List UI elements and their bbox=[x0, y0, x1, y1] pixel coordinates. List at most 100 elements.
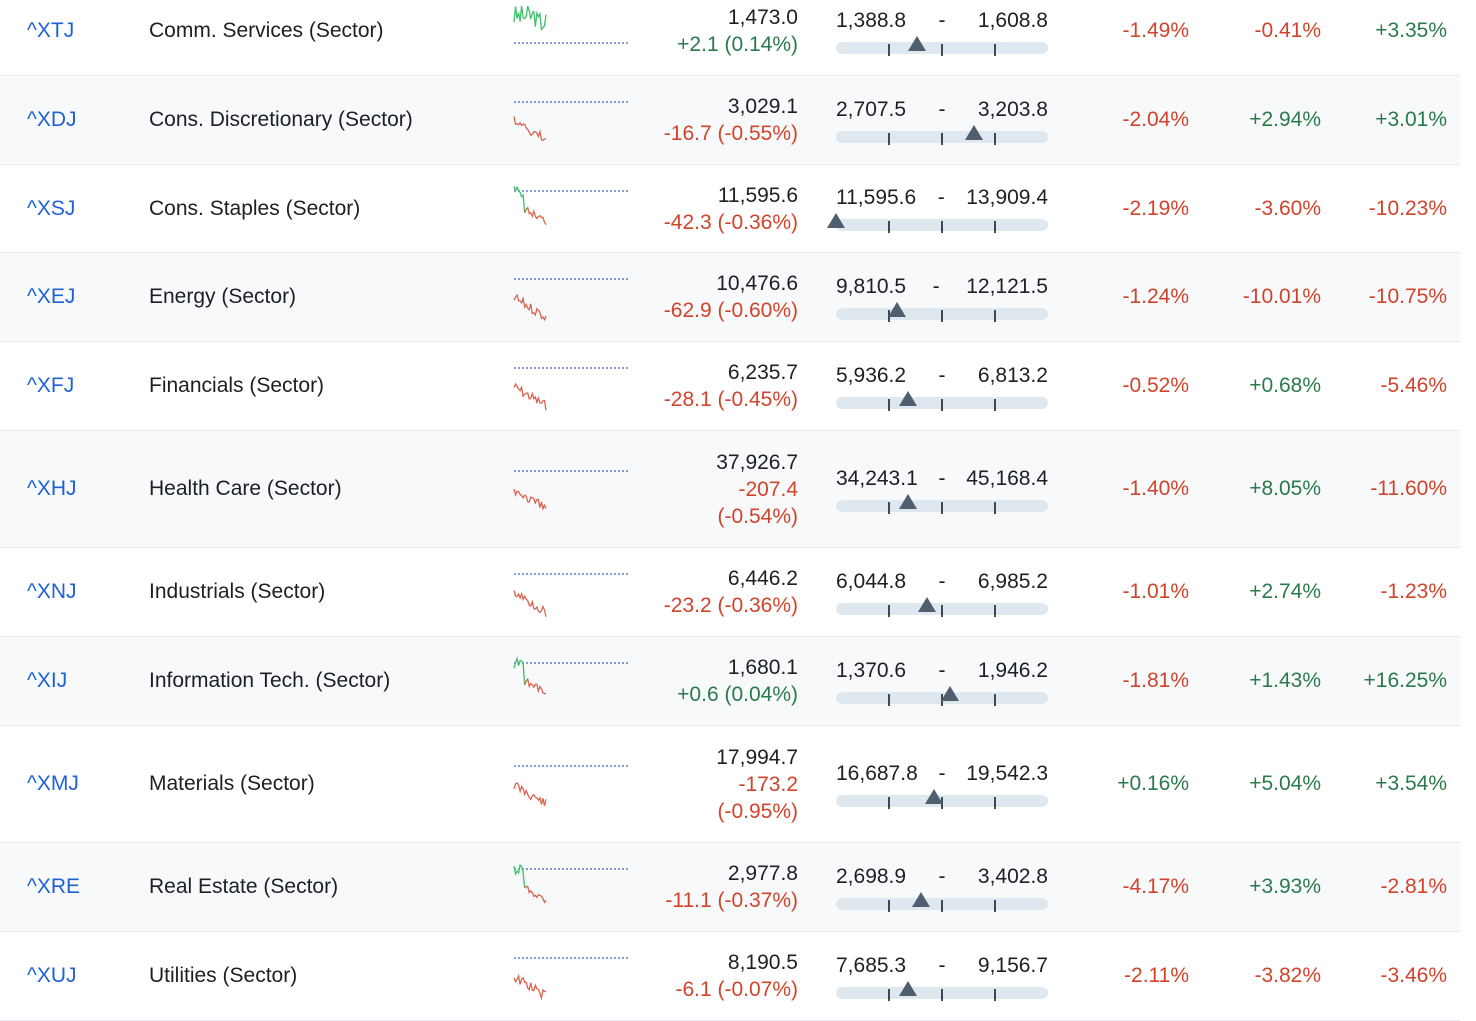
range-low: 7,685.3 bbox=[836, 953, 907, 977]
price-cell: 11,595.6 -42.3 (-0.36%) bbox=[630, 165, 798, 252]
range-separator: - bbox=[937, 186, 945, 209]
change-pct-3: -1.23% bbox=[1380, 580, 1447, 603]
sparkline-svg bbox=[513, 765, 630, 806]
range-marker-icon bbox=[941, 685, 960, 701]
table-row[interactable]: ^XRE Real Estate (Sector) 2,977.8 -11.1 … bbox=[0, 843, 1460, 932]
price-change: -16.7 (-0.55%) bbox=[663, 122, 798, 145]
range-marker-icon bbox=[899, 980, 918, 996]
range-low: 16,687.8 bbox=[836, 761, 918, 785]
range-high: 1,946.2 bbox=[977, 658, 1048, 682]
change-pct-2: +0.68% bbox=[1249, 374, 1321, 397]
change-pct-3: -5.46% bbox=[1380, 374, 1447, 397]
range-bar bbox=[836, 596, 1048, 617]
symbol-link[interactable]: ^XUJ bbox=[27, 964, 77, 987]
day-range: 9,810.5 - 12,121.5 bbox=[836, 253, 1048, 341]
range-bar bbox=[836, 35, 1048, 56]
range-tick bbox=[941, 604, 943, 617]
sparkline-series bbox=[513, 488, 547, 511]
range-high: 13,909.4 bbox=[966, 186, 1048, 209]
symbol-link[interactable]: ^XRE bbox=[27, 875, 81, 898]
sparkline-chart bbox=[512, 843, 632, 931]
change-pct-1: -1.81% bbox=[1122, 669, 1189, 692]
range-high: 6,985.2 bbox=[977, 569, 1048, 593]
symbol-link[interactable]: ^XSJ bbox=[27, 196, 76, 220]
table-row[interactable]: ^XMJ Materials (Sector) 17,994.7 -173.2 … bbox=[0, 726, 1460, 843]
sparkline-chart bbox=[512, 76, 632, 164]
range-tick bbox=[888, 796, 890, 809]
range-bar bbox=[836, 788, 1048, 809]
range-tick bbox=[888, 988, 890, 1001]
sparkline-svg bbox=[513, 470, 630, 511]
range-tick bbox=[888, 43, 890, 56]
sparkline-chart bbox=[512, 253, 632, 341]
price-change: -173.2 (-0.95%) bbox=[717, 772, 798, 823]
sparkline-chart bbox=[512, 0, 632, 75]
price-change: -11.1 (-0.37%) bbox=[665, 889, 798, 912]
symbol-link[interactable]: ^XIJ bbox=[27, 669, 68, 692]
day-range: 2,698.9 - 3,402.8 bbox=[836, 843, 1048, 931]
last-price: 1,680.1 bbox=[727, 656, 798, 679]
range-low: 6,044.8 bbox=[836, 569, 907, 593]
range-tick bbox=[941, 221, 943, 233]
price-change: -62.9 (-0.60%) bbox=[663, 299, 798, 322]
range-high: 3,402.8 bbox=[977, 864, 1048, 888]
table-row[interactable]: ^XFJ Financials (Sector) 6,235.7 -28.1 (… bbox=[0, 342, 1460, 431]
symbol-link[interactable]: ^XNJ bbox=[27, 580, 77, 603]
change-pct-2: +5.04% bbox=[1249, 772, 1321, 795]
range-tick bbox=[941, 501, 943, 514]
range-bar bbox=[836, 390, 1048, 411]
sector-name: Energy (Sector) bbox=[149, 285, 297, 308]
sparkline-chart bbox=[512, 165, 632, 252]
range-separator: - bbox=[938, 363, 946, 387]
symbol-link[interactable]: ^XFJ bbox=[27, 374, 75, 397]
table-row[interactable]: ^XEJ Energy (Sector) 10,476.6 -62.9 (-0.… bbox=[0, 253, 1460, 342]
change-pct-3: -10.23% bbox=[1368, 196, 1447, 220]
last-price: 1,473.0 bbox=[727, 6, 798, 29]
table-row[interactable]: ^XUJ Utilities (Sector) 8,190.5 -6.1 (-0… bbox=[0, 932, 1460, 1021]
table-row[interactable]: ^XHJ Health Care (Sector) 37,926.7 -207.… bbox=[0, 431, 1460, 548]
table-row[interactable]: ^XDJ Cons. Discretionary (Sector) 3,029.… bbox=[0, 76, 1460, 165]
sector-name: Information Tech. (Sector) bbox=[149, 669, 391, 692]
range-tick bbox=[994, 501, 996, 514]
sparkline-svg bbox=[513, 573, 630, 617]
change-pct-2: -10.01% bbox=[1242, 285, 1321, 308]
change-pct-2: +1.43% bbox=[1249, 669, 1321, 692]
symbol-link[interactable]: ^XTJ bbox=[27, 19, 75, 42]
table-row[interactable]: ^XSJ Cons. Staples (Sector) 11,595.6 -42… bbox=[0, 165, 1460, 253]
range-high: 6,813.2 bbox=[977, 363, 1048, 387]
range-marker-icon bbox=[899, 493, 918, 509]
table-row[interactable]: ^XIJ Information Tech. (Sector) 1,680.1 … bbox=[0, 637, 1460, 726]
sparkline-series bbox=[513, 655, 526, 686]
symbol-link[interactable]: ^XHJ bbox=[27, 477, 77, 500]
sector-name: Health Care (Sector) bbox=[149, 477, 342, 500]
range-low: 5,936.2 bbox=[836, 363, 907, 387]
range-tick bbox=[888, 398, 890, 411]
sparkline-svg bbox=[513, 101, 630, 142]
last-price: 11,595.6 bbox=[717, 183, 798, 207]
day-range: 5,936.2 - 6,813.2 bbox=[836, 342, 1048, 430]
sector-name: Cons. Discretionary (Sector) bbox=[149, 108, 413, 131]
change-pct-1: +0.16% bbox=[1117, 772, 1189, 795]
day-range: 1,388.8 - 1,608.8 bbox=[836, 0, 1048, 75]
symbol-link[interactable]: ^XEJ bbox=[27, 285, 76, 308]
price-change: +0.6 (0.04%) bbox=[677, 683, 798, 706]
symbol-link[interactable]: ^XMJ bbox=[27, 772, 79, 795]
table-row[interactable]: ^XTJ Comm. Services (Sector) 1,473.0 +2.… bbox=[0, 0, 1460, 76]
change-pct-3: +3.35% bbox=[1375, 19, 1447, 42]
last-price: 6,446.2 bbox=[727, 567, 798, 590]
symbol-link[interactable]: ^XDJ bbox=[27, 108, 77, 131]
change-pct-2: +2.74% bbox=[1249, 580, 1321, 603]
range-tick bbox=[994, 309, 996, 322]
change-pct-2: +3.93% bbox=[1249, 875, 1321, 898]
price-cell: 10,476.6 -62.9 (-0.60%) bbox=[630, 253, 798, 341]
sparkline-series bbox=[513, 382, 547, 411]
range-tick bbox=[941, 43, 943, 56]
table-row[interactable]: ^XNJ Industrials (Sector) 6,446.2 -23.2 … bbox=[0, 548, 1460, 637]
range-separator: - bbox=[938, 953, 946, 977]
range-tick bbox=[888, 899, 890, 912]
range-tick bbox=[994, 132, 996, 145]
sparkline-chart bbox=[512, 726, 632, 842]
sparkline-svg bbox=[513, 655, 630, 695]
day-range: 1,370.6 - 1,946.2 bbox=[836, 637, 1048, 725]
